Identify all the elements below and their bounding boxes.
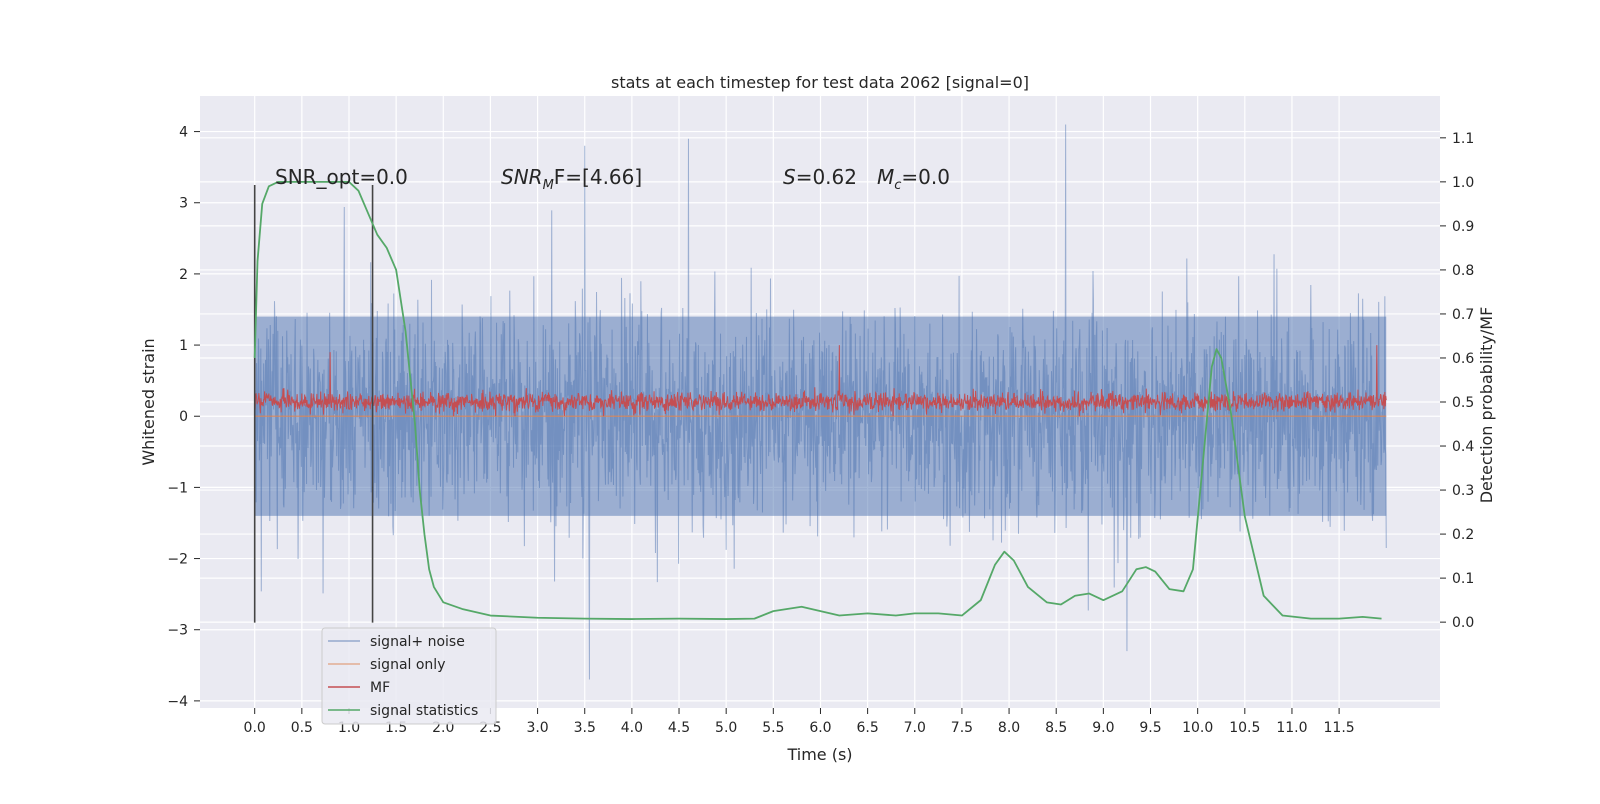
y-axis-label: Whitened strain <box>139 338 158 465</box>
y2-tick-label: 0.4 <box>1452 439 1474 455</box>
x-tick-label: 7.0 <box>904 720 926 736</box>
x-tick-label: 4.0 <box>621 720 643 736</box>
x-tick-label: 6.0 <box>809 720 831 736</box>
x-tick-label: 8.0 <box>998 720 1020 736</box>
x-tick-label: 9.0 <box>1092 720 1114 736</box>
x-tick-label: 3.5 <box>574 720 596 736</box>
y-tick-label: 1 <box>179 338 188 354</box>
y2-tick-label: 0.1 <box>1452 571 1474 587</box>
y-tick-label: 0 <box>179 409 188 425</box>
legend: signal+ noise signal only MF signal stat… <box>321 627 497 725</box>
x-tick-label: 9.5 <box>1139 720 1161 736</box>
x-tick-label: 7.5 <box>951 720 973 736</box>
legend-box <box>321 627 497 725</box>
y2-tick-label: 0.7 <box>1452 307 1474 323</box>
legend-label-signal-statistics: signal statistics <box>370 703 478 719</box>
y2-tick-label: 0.9 <box>1452 219 1474 235</box>
chart-title: stats at each timestep for test data 206… <box>611 73 1029 92</box>
y2-axis-label: Detection probability/MF <box>1477 307 1496 504</box>
y-tick-label: −3 <box>167 623 188 639</box>
y2-tick-label: 0.8 <box>1452 263 1474 279</box>
x-tick-label: 5.0 <box>715 720 737 736</box>
x-tick-label: 6.5 <box>856 720 878 736</box>
y-tick-label: −4 <box>167 694 188 710</box>
x-tick-label: 10.5 <box>1229 720 1260 736</box>
y2-tick-label: 0.0 <box>1452 615 1474 631</box>
legend-label-signal-noise: signal+ noise <box>370 634 465 650</box>
y2-tick-label: 0.6 <box>1452 351 1474 367</box>
series-signal-statistics <box>253 180 1382 620</box>
x-tick-label: 0.0 <box>244 720 266 736</box>
x-tick-label: 10.0 <box>1182 720 1213 736</box>
annotation-snr-opt: SNR_opt=0.0 <box>275 165 408 189</box>
x-tick-label: 5.5 <box>762 720 784 736</box>
y-tick-label: 3 <box>179 196 188 212</box>
x-tick-label: 8.5 <box>1045 720 1067 736</box>
y-tick-label: −2 <box>167 552 188 568</box>
y2-tick-label: 1.1 <box>1452 131 1474 147</box>
series-mf <box>254 345 1387 417</box>
y2-tick-label: 0.2 <box>1452 527 1474 543</box>
x-tick-label: 0.5 <box>291 720 313 736</box>
y2-tick-label: 1.0 <box>1452 175 1474 191</box>
overlay-series <box>253 180 1387 623</box>
y-tick-label: 4 <box>179 125 188 141</box>
y-tick-label: −1 <box>167 480 188 496</box>
tick-labels: 0.0 0.5 1.0 1.5 2.0 2.5 3.0 3.5 4.0 4.5 5.0 5.5 6.0 6… <box>167 125 1474 736</box>
annotation-mc: Mc=0.0 <box>877 165 950 193</box>
y2-tick-label: 0.5 <box>1452 395 1474 411</box>
legend-label-mf: MF <box>370 680 390 696</box>
y-tick-label: 2 <box>179 267 188 283</box>
annotation-snr-mf: SNRMF=[4.66] <box>501 165 642 193</box>
legend-label-signal-only: signal only <box>370 657 445 673</box>
annotation-s: S=0.62 <box>783 165 857 189</box>
x-tick-label: 3.0 <box>526 720 548 736</box>
x-tick-label: 4.5 <box>668 720 690 736</box>
x-tick-label: 11.5 <box>1324 720 1355 736</box>
x-axis-label: Time (s) <box>786 745 852 764</box>
y2-tick-label: 0.3 <box>1452 483 1474 499</box>
x-tick-label: 11.0 <box>1276 720 1307 736</box>
